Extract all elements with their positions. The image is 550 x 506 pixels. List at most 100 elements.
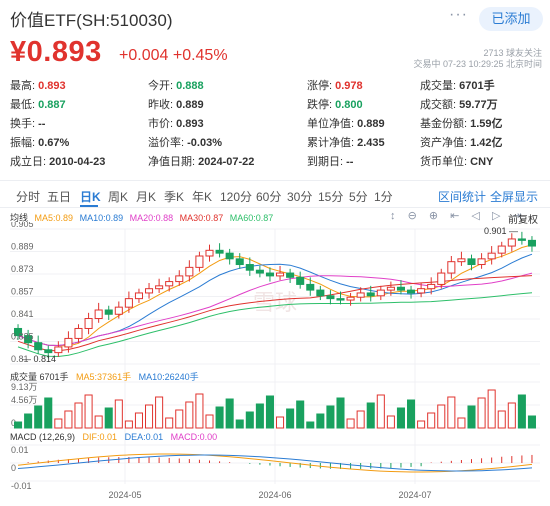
ma30-label: MA30:0.87 [179,213,224,223]
candle-body [316,289,325,297]
follow-button[interactable]: 已添加 [479,7,543,31]
quote-value: 0.887 [38,99,66,111]
candle-body [376,289,385,297]
candle-body [356,292,365,298]
volume-legend: 成交量 6701手 MA5:37361手 MA10:26240手 [10,370,204,383]
quote-label: 货币单位: [420,156,468,168]
price-axis-label: 0.825 [11,332,34,342]
candle-body [427,283,436,290]
volume-bar [276,416,285,429]
candle-body [517,238,526,241]
volume-bar [134,412,143,429]
tab-yearly-k[interactable]: 年K [192,190,213,204]
zoom-out-icon[interactable]: ⊖ [407,210,417,222]
candle-body [235,258,244,266]
tab-5min[interactable]: 5分 [349,190,368,204]
adjust-mode[interactable]: 前复权 [508,215,538,226]
quote-label: 涨停: [307,80,333,92]
candle-body [497,245,506,254]
step-left-icon[interactable]: ◁ [471,210,480,222]
kline-chart[interactable]: 雪球 0.905 0.889 0.873 0.857 0.841 0.825 0.81 0.9… [0,222,550,506]
tab-60min[interactable]: 60分 [256,190,282,204]
ma-legend-title: 均线 [10,213,29,223]
date-axis-label: 2024-05 [108,490,141,500]
volume-bar [265,395,274,429]
range-stats-link[interactable]: 区间统计 [438,190,487,204]
volume-bar [457,417,466,429]
step-right-icon[interactable]: ▷ [491,210,501,222]
volume-bar [14,421,23,429]
quote-value: 2024-07-22 [198,156,255,168]
reset-icon[interactable]: ↕ [390,210,396,222]
volume-bar [94,415,103,429]
volume-bar [427,412,436,429]
quote-label: 昨收: [148,99,174,111]
candle-body [24,335,33,344]
tab-quarterly-k[interactable]: 季K [164,190,185,204]
volume-bar [286,408,295,429]
candle-body [447,261,456,274]
tab-30min[interactable]: 30分 [287,190,313,204]
volume-bar [316,413,325,429]
volume-bar [437,404,446,429]
go-start-icon[interactable]: ⇤ [450,210,460,222]
tab-1min[interactable]: 1分 [374,190,393,204]
tab-weekly-k[interactable]: 周K [108,190,129,204]
volume-bar [447,396,456,429]
volume-bar [336,397,345,429]
ma20-label: MA20:0.88 [129,213,174,223]
volume-bar [467,405,476,429]
volume-axis-label: 4.56万 [11,395,38,405]
candle-body [44,349,53,354]
tab-monthly-k[interactable]: 月K [136,190,157,204]
tab-daily-k[interactable]: 日K [80,190,101,204]
tab-120min[interactable]: 120分 [220,190,253,204]
candle-body [467,258,476,266]
macd-dea: DEA:0.01 [124,432,164,442]
volume-bar [326,405,335,429]
header: 价值ETF(SH:510030) ··· 已添加 [0,0,550,34]
volume-bar [507,402,516,429]
quote-value: 59.77万 [459,99,498,111]
fullscreen-link[interactable]: 全屏显示 [490,190,539,204]
ma-line [17,275,533,352]
volume-bar [527,415,536,429]
quote-value: 6701手 [459,80,495,92]
divider [0,180,550,181]
candle-body [386,286,395,291]
candle-body [417,288,426,294]
volume-bar [205,414,214,429]
candle-body [437,272,446,285]
period-tabs: 分时 五日 日K 周K 月K 季K 年K 120分 60分 30分 15分 5分… [0,185,550,207]
tab-intraday[interactable]: 分时 [16,190,41,204]
go-end-icon[interactable]: ⇥ [512,210,522,222]
more-icon[interactable]: ··· [449,6,468,23]
tab-15min[interactable]: 15分 [318,190,344,204]
active-tab-indicator [80,205,98,207]
price-axis-label: 0.889 [11,242,34,252]
zoom-in-icon[interactable]: ⊕ [428,210,439,222]
macd-value: MACD:0.00 [170,432,218,442]
candle-body [286,272,295,278]
quote-row: 换手: -- 市价: 0.893 单位净值: 0.889 基金份额: 1.59亿 [10,115,545,134]
candle-body [145,288,154,294]
volume-bar [306,421,315,429]
quote-label: 累计净值: [307,137,355,149]
price-axis-label: 0.857 [11,287,34,297]
candle-body [457,258,466,263]
candle-body [407,289,416,294]
candle-body [134,292,143,300]
tab-five-day[interactable]: 五日 [47,190,72,204]
volume-bar [356,410,365,429]
quote-label: 资产净值: [420,137,468,149]
volume-bar [155,396,164,429]
volume-ma10: MA10:26240手 [138,372,199,382]
volume-bar [407,399,416,429]
quote-value: -0.03% [187,137,222,149]
volume-bar [44,397,53,429]
quote-value: 1.42亿 [470,137,503,149]
quote-label: 单位净值: [307,118,355,130]
macd-axis-label: 0 [11,463,16,473]
quote-value: 0.889 [176,99,204,111]
macd-dif: DIF:0.01 [82,432,118,442]
